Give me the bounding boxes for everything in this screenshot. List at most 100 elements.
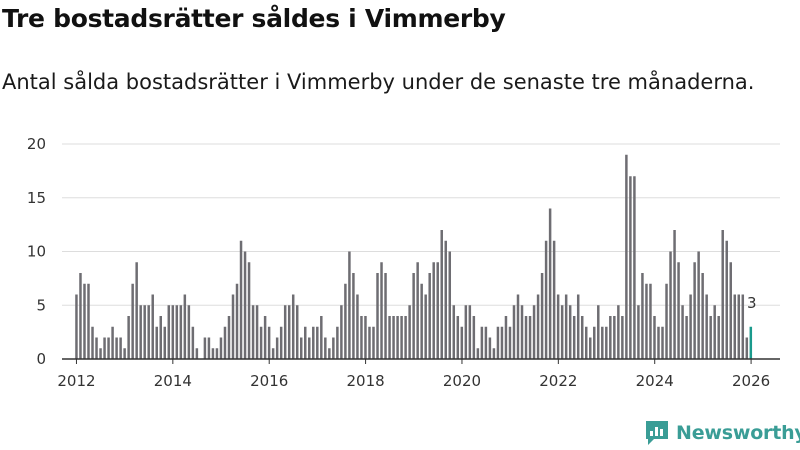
bar — [404, 316, 407, 359]
bar — [79, 273, 82, 359]
bar — [721, 230, 724, 359]
bar — [183, 294, 187, 359]
bar — [693, 262, 696, 359]
chart-subtitle: Antal sålda bostadsrätter i Vimmerby und… — [2, 70, 755, 94]
bar — [115, 337, 118, 359]
bar — [649, 283, 652, 359]
bar — [255, 305, 259, 359]
bar — [336, 326, 339, 359]
bar — [585, 326, 588, 359]
bar — [428, 273, 431, 359]
bar — [524, 316, 528, 359]
bar — [448, 251, 452, 359]
bar — [725, 240, 728, 359]
bar — [163, 326, 167, 359]
bar — [629, 176, 632, 359]
bar — [528, 316, 532, 359]
bar — [287, 305, 291, 359]
bar — [340, 305, 343, 359]
newsworthy-chart-icon — [646, 421, 668, 445]
bar — [709, 316, 712, 359]
bar — [613, 316, 616, 359]
bar — [572, 316, 576, 359]
x-tick-label: 2016 — [250, 372, 288, 390]
bar — [211, 348, 215, 359]
bar — [368, 326, 371, 359]
bar — [444, 240, 447, 359]
bar — [420, 283, 423, 359]
bar — [87, 283, 90, 359]
bar — [597, 305, 600, 359]
bar — [304, 326, 307, 359]
bar — [187, 305, 191, 359]
bar — [665, 283, 668, 359]
bar — [436, 262, 439, 359]
bar — [131, 283, 134, 359]
bar — [348, 251, 351, 359]
bar — [139, 305, 142, 359]
bar — [476, 348, 480, 359]
bar — [195, 348, 199, 359]
bar — [673, 230, 676, 359]
bar — [344, 283, 347, 359]
bar — [364, 316, 367, 359]
bar — [95, 337, 98, 359]
bar — [552, 240, 556, 359]
bar — [380, 262, 383, 359]
bar — [247, 262, 251, 359]
bar — [580, 316, 584, 359]
bar — [685, 316, 688, 359]
bar — [452, 305, 456, 359]
bar — [147, 305, 150, 359]
x-tick-label: 2018 — [346, 372, 384, 390]
bar — [576, 294, 580, 359]
bar — [320, 316, 323, 359]
bar — [412, 273, 415, 359]
bar — [625, 154, 628, 359]
bar — [135, 262, 138, 359]
bar — [621, 316, 624, 359]
bar — [396, 316, 399, 359]
bar — [472, 316, 476, 359]
bar — [745, 337, 749, 359]
bar — [175, 305, 179, 359]
bar — [191, 326, 195, 359]
bar — [352, 273, 355, 359]
bar — [432, 262, 435, 359]
y-tick-label: 10 — [27, 243, 46, 261]
bar — [741, 294, 745, 359]
bar — [151, 294, 154, 359]
bar — [544, 240, 548, 359]
bar — [593, 326, 596, 359]
bar — [239, 240, 243, 359]
bar — [641, 273, 644, 359]
newsworthy-logo[interactable]: Newsworthy — [644, 418, 800, 448]
bar — [488, 337, 492, 359]
bar — [713, 305, 716, 359]
bar — [548, 208, 552, 359]
bar — [637, 305, 640, 359]
bar — [295, 305, 299, 359]
bar — [633, 176, 636, 359]
bar — [235, 283, 239, 359]
bar — [556, 294, 560, 359]
bar — [601, 326, 604, 359]
x-tick-label: 2024 — [636, 372, 674, 390]
bar — [179, 305, 183, 359]
bar — [91, 326, 94, 359]
x-tick-label: 2020 — [443, 372, 481, 390]
bar — [701, 273, 704, 359]
x-tick-label: 2014 — [154, 372, 192, 390]
bar — [159, 316, 162, 359]
bar — [416, 262, 419, 359]
bar — [372, 326, 375, 359]
bar — [127, 316, 130, 359]
bar — [697, 251, 700, 359]
highlight-bar — [749, 326, 753, 359]
bar — [456, 316, 460, 359]
bar — [400, 316, 403, 359]
bar — [689, 294, 692, 359]
bar — [167, 305, 171, 359]
bar — [171, 305, 175, 359]
bar — [669, 251, 672, 359]
